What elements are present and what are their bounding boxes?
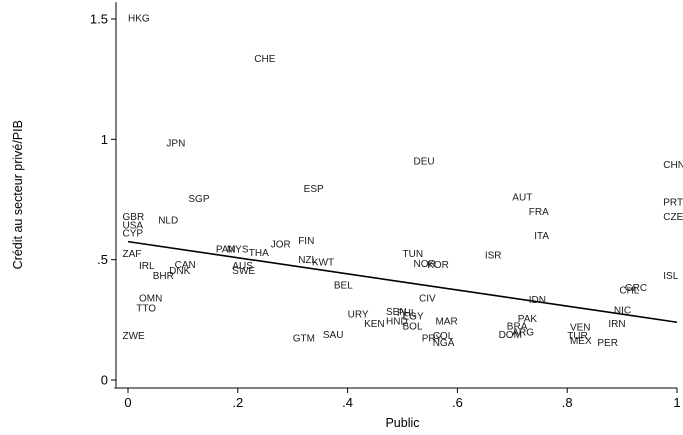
point-omn: OMN [139,294,162,305]
point-mys: MYS [227,244,249,255]
point-isr: ISR [485,250,502,261]
point-hkg: HKG [128,13,150,24]
point-esp: ESP [304,184,324,195]
point-tur: TUR [567,331,588,342]
point-dnk: DNK [169,266,190,277]
x-tick-label: .2 [232,395,243,410]
y-tick-label: 0 [101,373,108,388]
point-nor: NOR [413,259,435,270]
point-tun: TUN [403,249,424,260]
x-axis: 0 .2 .4 .6 .8 1 [114,387,681,410]
point-che: CHE [254,54,275,65]
x-tick-label: .4 [342,395,353,410]
point-pan: PAN [216,244,236,255]
point-irn: IRN [608,319,625,330]
point-bhr: BHR [153,271,174,282]
point-fra: FRA [529,207,549,218]
point-phl: PHL [397,308,417,319]
x-tick-label: .8 [562,395,573,410]
y-tick-label: .5 [97,252,108,267]
point-civ: CIV [419,294,436,305]
point-gtm: GTM [293,333,315,344]
point-zwe: ZWE [123,331,146,342]
point-ury: URY [348,309,369,320]
point-sau: SAU [323,330,344,341]
point-sgp: SGP [188,194,209,205]
point-chl: CHL [619,285,639,296]
point-bra: BRA [507,321,528,332]
point-jpn: JPN [166,138,185,149]
point-kor: KOR [427,260,449,271]
point-bol: BOL [403,321,423,332]
point-nga: NGA [433,338,455,349]
point-ven: VEN [570,323,591,334]
x-tick-label: 1 [673,395,680,410]
point-pry: PRY [422,333,443,344]
point-deu: DEU [413,156,434,167]
fit-line-group [127,240,678,324]
point-sen: SEN [386,307,407,318]
point-col: COL [433,331,454,342]
point-tha: THA [249,248,269,259]
point-swe: SWE [232,266,255,277]
point-can: CAN [175,260,196,271]
point-kwt: KWT [312,258,334,269]
point-jor: JOR [271,240,291,251]
point-mar: MAR [435,317,457,328]
point-dom: DOM [499,330,522,341]
point-gbr: GBR [123,212,145,223]
x-axis-title: Public [385,416,419,430]
y-axis-title: Crédit au secteur privé/PIB [11,120,25,269]
point-tto: TTO [136,303,156,314]
point-cyp: CYP [123,229,144,240]
point-bel: BEL [334,280,353,291]
point-egy: EGY [403,312,424,323]
y-axis: 0 .5 1 1.5 [90,2,117,388]
point-grc: GRC [625,283,647,294]
point-arg: ARG [512,327,534,338]
point-nzl: NZL [298,255,317,266]
fit-line [127,240,678,324]
point-usa: USA [123,220,144,231]
point-mex: MEX [570,336,592,347]
point-per: PER [597,338,618,349]
y-tick-label: 1 [101,132,108,147]
point-isl: ISL [663,271,678,282]
point-zaf: ZAF [123,249,142,260]
point-chn: CHN [663,160,683,171]
point-cze: CZE [663,212,683,223]
y-tick-label: 1.5 [90,12,108,27]
point-idn: IDN [529,295,546,306]
point-nic: NIC [614,306,631,317]
point-hnd: HND [386,317,408,328]
point-irl: IRL [139,261,155,272]
point-fin: FIN [298,236,314,247]
point-prt: PRT [663,197,683,208]
point-aus: AUS [232,261,253,272]
point-ita: ITA [534,231,549,242]
point-labels: HKG CHE JPN DEU CHN ESP SGP AUT PRT FRA CZE GBR NLD U… [123,13,683,349]
x-tick-label: 0 [124,395,131,410]
point-pak: PAK [518,314,538,325]
point-nld: NLD [158,215,178,226]
x-tick-label: .6 [452,395,463,410]
point-ken: KEN [364,319,385,330]
point-aut: AUT [512,193,532,204]
